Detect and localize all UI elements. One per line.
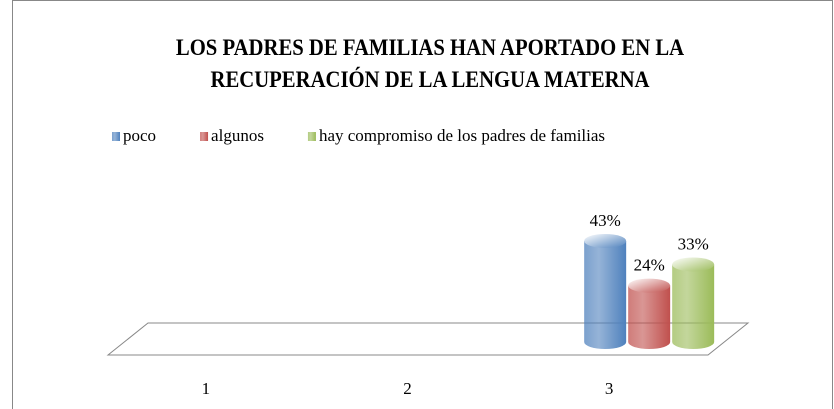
legend-swatch: [112, 132, 120, 141]
x-tick-label: 2: [403, 379, 412, 398]
value-label: 24%: [634, 256, 665, 275]
bar: [584, 240, 627, 349]
x-tick-label: 3: [605, 379, 614, 398]
x-tick-label: 1: [202, 379, 211, 398]
bar-top: [584, 233, 627, 248]
bar-top: [672, 257, 715, 272]
value-label: 33%: [678, 234, 709, 253]
legend-label: algunos: [211, 126, 264, 145]
value-label: 43%: [590, 211, 621, 230]
bar: [672, 264, 715, 349]
legend-swatch: [200, 132, 209, 141]
legend-label: hay compromiso de los padres de familias: [319, 126, 605, 145]
chart-border: [12, 0, 833, 409]
legend-label: poco: [123, 126, 156, 145]
bar-top: [628, 278, 671, 293]
bar: [628, 285, 671, 349]
legend-swatch: [307, 132, 316, 141]
chart-title: LOS PADRES DE FAMILIAS HAN APORTADO EN L…: [175, 35, 685, 92]
